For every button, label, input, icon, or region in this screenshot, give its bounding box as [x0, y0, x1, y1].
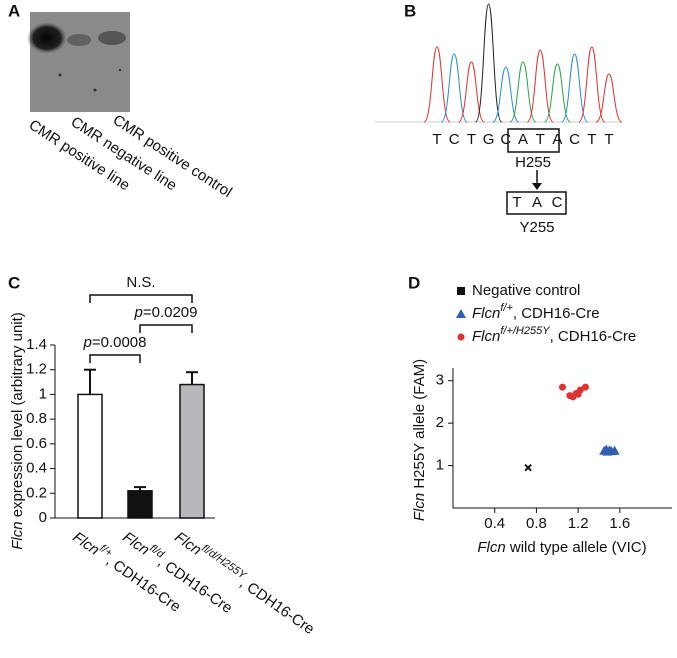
y-tick-label: 0.2 [26, 484, 47, 501]
codon-label: Y255 [519, 219, 554, 236]
y-axis-label: Flcn H255Y allele (FAM) [411, 359, 428, 521]
trace-peak [492, 66, 520, 123]
x-tick-label: 1.6 [609, 515, 630, 532]
trace-peak [578, 46, 606, 123]
base: C [449, 131, 460, 148]
point [524, 463, 532, 472]
suffix: , CDH16-Cre [550, 328, 637, 345]
legend-label: Negative control [472, 282, 580, 299]
legend-label: Flcnf/+/H255Y, CDH16-Cre [472, 325, 636, 345]
y-tick-label: 1 [436, 457, 444, 474]
base: G [483, 131, 495, 148]
base: T [587, 131, 596, 148]
gene: Flcn [119, 529, 152, 559]
trace-peak [457, 61, 485, 123]
x-tick-label: 1.2 [568, 515, 589, 532]
allele: f/+ [500, 302, 513, 314]
significance-bracket [139, 324, 193, 333]
italic: p [83, 334, 92, 351]
significance-label: p=0.0209 [134, 304, 198, 321]
arrow-head [532, 183, 542, 190]
x-tick-label: 0.8 [526, 515, 547, 532]
gel [27, 12, 130, 112]
codon-label: H255 [515, 154, 551, 171]
trace-peak [509, 61, 537, 123]
panel-label: C [8, 273, 20, 292]
base: A [518, 131, 528, 148]
point [457, 333, 465, 341]
gene: Flcn [472, 305, 500, 322]
gene: Flcn [171, 529, 204, 559]
base: T [467, 131, 476, 148]
text: Negative control [472, 282, 580, 299]
text: =0.0209 [143, 304, 198, 321]
x-axis-label: Flcn wild type allele (VIC) [477, 539, 646, 556]
base: A [532, 194, 542, 211]
point [601, 444, 612, 454]
legend-marker [457, 287, 465, 295]
text: expression level (arbitrary unit) [9, 312, 26, 521]
text: =0.0008 [92, 334, 147, 351]
suffix: , CDH16-Cre [237, 574, 318, 638]
base: C [500, 131, 511, 148]
panel-label: D [408, 273, 420, 292]
base: A [552, 131, 562, 148]
base: C [552, 194, 563, 211]
y-tick-label: 0.4 [26, 460, 47, 477]
y-tick-label: 1.2 [26, 361, 47, 378]
x-tick-label: 0.4 [484, 515, 505, 532]
y-tick-label: 1.4 [26, 336, 47, 353]
y-tick-label: 0.6 [26, 435, 47, 452]
trace-peak [561, 53, 589, 123]
codon-box [506, 191, 567, 215]
codon-box [507, 128, 560, 153]
point [456, 309, 466, 318]
trace-peak [543, 63, 571, 123]
gene: Flcn [69, 529, 102, 559]
y-tick-label: 2 [436, 414, 444, 431]
text: wild type allele (VIC) [506, 539, 647, 556]
base: C [569, 131, 580, 148]
point [574, 390, 582, 398]
y-tick-label: 3 [436, 372, 444, 389]
trace-peak [595, 73, 623, 123]
y-axis-label: Flcn expression level (arbitrary unit) [9, 312, 26, 550]
allele: fl/d/H255Y [199, 542, 249, 582]
bar [179, 383, 205, 519]
bar [127, 490, 153, 519]
panel-label: B [404, 1, 416, 20]
base: T [536, 131, 545, 148]
base: T [432, 131, 441, 148]
gene: Flcn [477, 539, 505, 556]
base: T [512, 194, 521, 211]
gene: Flcn [9, 521, 26, 549]
gene: Flcn [411, 493, 428, 521]
point [581, 383, 589, 391]
point [559, 383, 566, 391]
y-tick-label: 0 [39, 509, 47, 526]
trace-peak [475, 3, 503, 123]
significance-bracket [89, 354, 141, 363]
y-tick-label: 1 [39, 385, 47, 402]
base: T [604, 131, 613, 148]
trace-peak [440, 53, 468, 123]
significance-label: p=0.0008 [83, 334, 147, 351]
italic: p [134, 304, 143, 321]
trace-peak [526, 49, 554, 123]
point [609, 445, 620, 455]
suffix: , CDH16-Cre [513, 305, 600, 322]
legend-label: Flcnf/+, CDH16-Cre [472, 302, 600, 322]
panel-label: A [8, 1, 20, 20]
text: H255Y allele (FAM) [411, 359, 428, 493]
gene: Flcn [472, 328, 500, 345]
allele: f/+/H255Y [500, 325, 550, 337]
significance-label: N.S. [126, 274, 155, 291]
y-tick-label: 0.8 [26, 410, 47, 427]
trace-peak [423, 46, 451, 123]
significance-bracket [89, 294, 193, 303]
text: N.S. [126, 274, 155, 291]
bar [77, 393, 103, 519]
